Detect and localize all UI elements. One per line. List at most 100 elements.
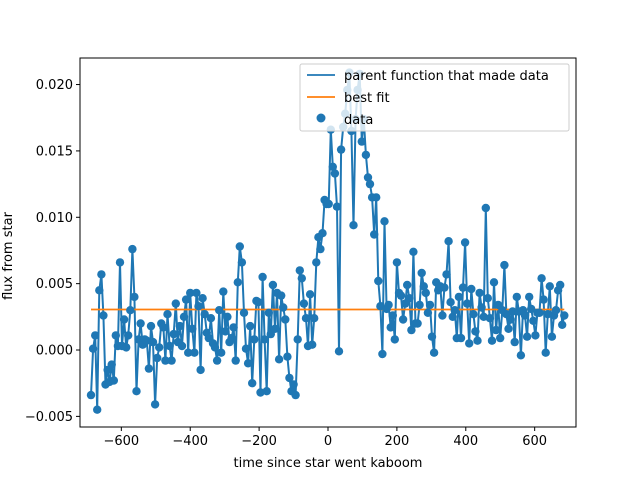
data-point	[429, 348, 439, 357]
data-point	[357, 137, 366, 146]
data-point	[279, 303, 288, 312]
data-point	[316, 244, 325, 254]
data-point	[556, 280, 565, 290]
data-point	[349, 221, 358, 230]
data-point	[99, 311, 108, 320]
data-point	[130, 292, 139, 302]
data-point	[239, 308, 249, 317]
data-point	[529, 316, 538, 325]
data-point	[500, 260, 509, 270]
y-tick-label: 0.000	[36, 344, 73, 359]
data-point	[264, 308, 273, 317]
data-point	[150, 400, 160, 409]
data-point	[295, 266, 304, 275]
data-point	[299, 299, 309, 308]
data-point	[109, 376, 119, 385]
data-point	[107, 360, 116, 369]
legend-label-best-fit: best fit	[344, 91, 390, 106]
data-point	[132, 387, 141, 396]
data-point	[250, 335, 259, 344]
data-point	[510, 337, 519, 347]
data-point	[558, 320, 567, 329]
data-point	[297, 274, 306, 283]
data-point	[407, 325, 416, 335]
data-point	[171, 299, 180, 308]
data-point	[308, 340, 317, 349]
data-point	[483, 294, 492, 303]
data-point	[93, 405, 102, 414]
data-point	[277, 291, 286, 300]
data-point	[398, 315, 408, 324]
x-tick-label: 0	[324, 434, 332, 449]
data-point	[190, 348, 199, 357]
data-point	[438, 311, 447, 320]
data-point	[506, 315, 515, 324]
data-point	[374, 276, 383, 286]
data-point	[504, 324, 513, 333]
data-point	[233, 278, 242, 287]
y-tick-label: 0.005	[36, 277, 73, 292]
data-point	[403, 280, 412, 290]
data-point	[291, 390, 300, 400]
legend-label-data: data	[344, 113, 373, 128]
data-point	[334, 347, 344, 356]
data-point	[396, 291, 406, 300]
data-point	[417, 268, 426, 278]
data-point	[560, 311, 569, 320]
x-tick-label: −200	[241, 434, 277, 449]
data-point	[241, 344, 251, 353]
data-point	[210, 343, 220, 352]
data-point	[254, 298, 263, 307]
data-point	[469, 310, 478, 319]
x-tick-label: −400	[172, 434, 208, 449]
data-point	[547, 332, 557, 341]
data-point	[119, 315, 129, 324]
data-point	[192, 288, 201, 298]
data-point	[227, 333, 236, 343]
data-point	[423, 308, 433, 317]
data-point	[415, 300, 424, 310]
data-point	[126, 306, 135, 315]
data-point	[508, 307, 517, 316]
data-point	[520, 311, 530, 320]
data-point	[324, 199, 333, 209]
axes: −600 −400 −200 0 200 400 600 −0.005 0.000 0.005 0.…	[25, 57, 577, 449]
data-point	[545, 282, 554, 291]
data-point	[97, 270, 106, 279]
data-point	[177, 341, 187, 351]
data-point	[475, 288, 484, 298]
data-point	[95, 286, 104, 295]
data-point	[246, 321, 255, 331]
data-point	[163, 310, 172, 319]
plot-area	[86, 68, 569, 414]
data-point	[516, 351, 526, 360]
data-point	[181, 295, 191, 304]
y-tick-label: −0.005	[25, 410, 73, 425]
legend: parent function that made data best fit …	[299, 63, 570, 132]
data-point	[531, 331, 540, 340]
data-point	[184, 348, 193, 357]
data-point	[442, 270, 451, 279]
data-point	[386, 323, 395, 332]
data-point	[427, 332, 437, 341]
data-point	[330, 169, 340, 178]
data-point	[188, 324, 197, 333]
data-point	[421, 288, 430, 298]
data-point	[551, 306, 561, 315]
y-tick-label: 0.010	[36, 211, 73, 226]
x-tick-label: 400	[453, 434, 478, 449]
data-point	[167, 356, 176, 365]
data-point	[122, 343, 131, 352]
data-point	[392, 258, 402, 267]
data-point	[231, 356, 240, 365]
data-point	[419, 282, 428, 291]
data-point	[310, 314, 319, 323]
data-point	[283, 352, 292, 361]
data-point	[136, 319, 145, 328]
data-point	[372, 193, 381, 202]
data-point	[153, 353, 162, 363]
data-point	[161, 356, 170, 365]
x-axis-title: time since star went kaboom	[234, 456, 423, 471]
data-point	[165, 341, 174, 351]
